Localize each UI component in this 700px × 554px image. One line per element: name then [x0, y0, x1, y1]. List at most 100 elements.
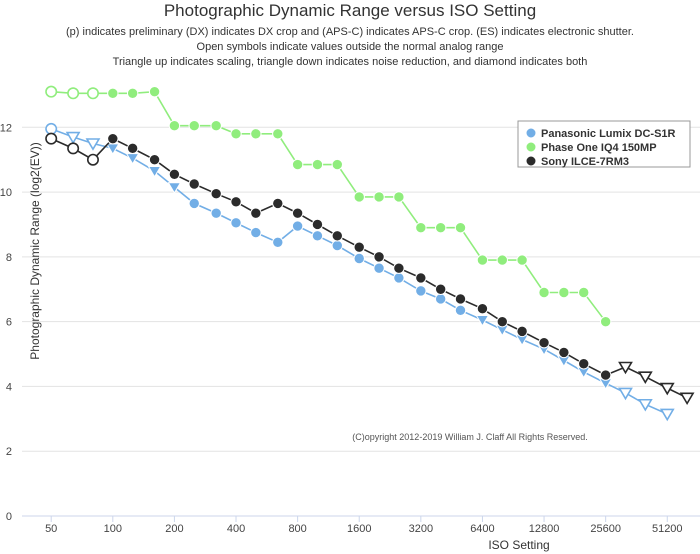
- y-tick-label: 12: [0, 122, 12, 134]
- y-axis-label: Photographic Dynamic Range (log2(EV)): [28, 142, 42, 359]
- data-point: [45, 132, 58, 145]
- y-axis-ticks: 0 2 4 6 8 10 12: [0, 122, 12, 523]
- data-point: [148, 153, 161, 166]
- data-point: [272, 128, 284, 140]
- x-tick-label: 800: [288, 523, 306, 535]
- data-point: [230, 128, 242, 140]
- x-tick-label: 12800: [529, 523, 560, 535]
- data-point: [393, 272, 405, 284]
- data-point: [496, 315, 508, 328]
- data-point: [311, 218, 324, 231]
- data-point: [599, 315, 612, 328]
- data-point: [168, 119, 181, 132]
- data-point: [291, 207, 304, 219]
- data-point: [45, 122, 58, 135]
- x-tick-label: 6400: [470, 523, 494, 535]
- data-point: [558, 346, 570, 359]
- legend-label[interactable]: Sony ILCE-7RM3: [541, 156, 629, 168]
- data-point: [67, 87, 80, 100]
- data-point: [311, 158, 324, 171]
- legend-label[interactable]: Panasonic Lumix DC-S1R: [541, 128, 676, 140]
- data-point: [331, 230, 343, 242]
- data-point: [311, 230, 324, 242]
- series-0: [45, 122, 675, 422]
- data-point: [250, 128, 262, 140]
- data-point: [210, 207, 222, 219]
- data-point: [188, 197, 200, 210]
- data-point: [210, 188, 222, 200]
- data-point: [147, 166, 162, 178]
- data-point: [331, 158, 343, 171]
- x-tick-label: 51200: [652, 523, 683, 535]
- data-point: [454, 293, 467, 305]
- y-tick-label: 0: [6, 511, 12, 523]
- data-point: [373, 191, 385, 203]
- series-line: [50, 137, 688, 399]
- data-point: [434, 293, 447, 305]
- data-point: [230, 196, 242, 208]
- data-point: [659, 408, 675, 422]
- data-point: [291, 220, 304, 232]
- data-point: [126, 142, 139, 155]
- legend-marker: [525, 141, 537, 153]
- data-point: [415, 222, 427, 234]
- series-1: [45, 85, 612, 328]
- chart-title: Photographic Dynamic Range versus ISO Se…: [164, 1, 536, 20]
- data-point: [373, 262, 385, 274]
- data-point: [230, 217, 242, 229]
- data-point: [599, 369, 612, 381]
- data-point: [415, 272, 427, 284]
- series-2: [45, 132, 695, 406]
- y-tick-label: 8: [6, 252, 12, 264]
- data-point: [167, 182, 182, 194]
- x-tick-label: 25600: [590, 523, 621, 535]
- chart-subtitle-line-1: (p) indicates preliminary (DX) indicates…: [66, 26, 634, 38]
- data-point: [45, 85, 58, 98]
- data-point: [85, 138, 101, 151]
- y-tick-label: 4: [6, 381, 12, 393]
- data-point: [476, 302, 489, 315]
- x-axis-ticks: 50 100 200 400 800 1600 3200 6400 12800 25600 5120…: [45, 516, 683, 535]
- data-point: [105, 143, 120, 156]
- data-point: [538, 286, 550, 299]
- data-point: [126, 87, 139, 99]
- data-point: [353, 241, 365, 253]
- data-point: [148, 85, 161, 98]
- data-point: [107, 132, 119, 145]
- data-point: [67, 142, 80, 155]
- data-point: [415, 285, 427, 297]
- data-point: [107, 87, 119, 99]
- x-axis-label: ISO Setting: [488, 538, 549, 552]
- data-point: [250, 226, 262, 239]
- data-point: [393, 262, 405, 274]
- x-tick-label: 1600: [347, 523, 371, 535]
- data-point: [618, 361, 633, 375]
- legend-label[interactable]: Phase One IQ4 150MP: [541, 142, 657, 154]
- data-point: [353, 191, 365, 203]
- series-layer: [45, 85, 695, 422]
- data-point: [454, 304, 467, 317]
- data-point: [373, 251, 385, 263]
- x-tick-label: 200: [165, 523, 183, 535]
- series-line: [51, 90, 607, 323]
- data-point: [331, 239, 343, 252]
- legend-marker: [525, 127, 537, 139]
- data-point: [168, 168, 181, 180]
- series-line: [50, 128, 668, 415]
- grid: [22, 126, 700, 517]
- data-point: [659, 382, 675, 396]
- data-point: [496, 254, 508, 266]
- y-tick-label: 2: [6, 446, 12, 458]
- data-point: [538, 337, 550, 349]
- legend-box: [517, 120, 691, 168]
- data-point: [125, 153, 140, 165]
- chart-subtitle-line-3: Triangle up indicates scaling, triangle …: [113, 56, 588, 68]
- data-point: [637, 371, 653, 384]
- y-tick-label: 6: [6, 317, 12, 329]
- data-point: [578, 358, 590, 370]
- data-point: [86, 87, 99, 100]
- legend: Panasonic Lumix DC-S1R Phase One IQ4 150M…: [517, 120, 691, 168]
- data-point: [65, 131, 81, 145]
- data-point: [250, 207, 262, 219]
